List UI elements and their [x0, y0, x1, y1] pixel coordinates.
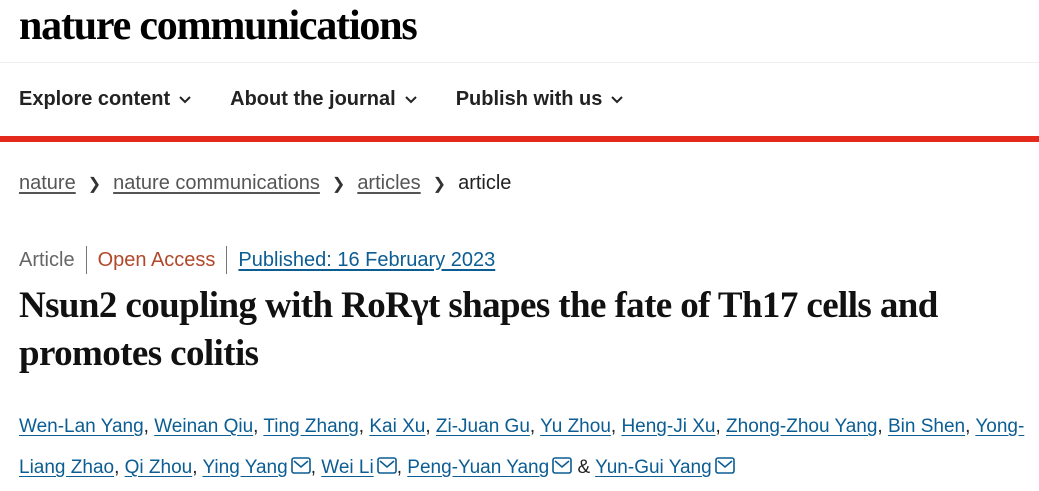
nav-label: Explore content — [19, 88, 171, 110]
breadcrumb: nature ❯ nature communications ❯ article… — [19, 172, 511, 195]
author-link[interactable]: Peng-Yuan Yang — [407, 457, 550, 478]
author-link[interactable]: Weinan Qiu — [154, 416, 254, 437]
mail-icon[interactable] — [290, 448, 311, 489]
author-link[interactable]: Heng-Ji Xu — [621, 416, 716, 437]
breadcrumb-articles[interactable]: articles — [357, 172, 421, 194]
mail-icon[interactable] — [714, 448, 735, 489]
author-link[interactable]: Yun-Gui Yang — [595, 457, 712, 478]
author-link[interactable]: Wen-Lan Yang — [19, 416, 144, 437]
chevron-down-icon — [404, 95, 417, 103]
journal-logo[interactable]: nature communications — [19, 3, 418, 49]
chevron-right-icon: ❯ — [87, 175, 102, 193]
author-link[interactable]: Ting Zhang — [263, 416, 359, 437]
article-title: Nsun2 coupling with RoRγt shapes the fat… — [19, 285, 938, 374]
open-access-badge: Open Access — [97, 248, 216, 271]
mail-icon[interactable] — [552, 448, 573, 489]
author-link[interactable]: Yu Zhou — [540, 416, 611, 437]
article-type: Article — [19, 248, 75, 271]
chevron-down-icon — [179, 95, 191, 103]
chevron-down-icon — [611, 95, 624, 103]
divider — [85, 246, 87, 274]
divider — [0, 62, 1039, 63]
breadcrumb-current: article — [458, 172, 512, 194]
author-link[interactable]: Zi-Juan Gu — [435, 416, 530, 437]
nav-label: About the journal — [230, 88, 396, 110]
divider — [226, 246, 228, 274]
author-separator: & — [577, 457, 591, 478]
published-date-link[interactable]: Published: 16 February 2023 — [238, 248, 496, 271]
breadcrumb-nature-communications[interactable]: nature communications — [113, 172, 320, 194]
author-link[interactable]: Kai Xu — [369, 416, 426, 437]
breadcrumb-nature[interactable]: nature — [19, 172, 76, 194]
nav-about-journal[interactable]: About the journal — [230, 88, 418, 111]
author-link[interactable]: Bin Shen — [887, 416, 966, 437]
author-link[interactable]: Wei Li — [321, 457, 374, 478]
mail-icon[interactable] — [376, 448, 397, 489]
author-link[interactable]: Ying Yang — [202, 457, 288, 478]
article-meta: Article Open Access Published: 16 Februa… — [19, 246, 495, 274]
accent-bar — [0, 136, 1039, 142]
main-nav: Explore content About the journal Publis… — [19, 88, 662, 111]
author-link[interactable]: Yong-Liang Zhao — [19, 416, 1025, 478]
chevron-right-icon: ❯ — [331, 175, 346, 193]
nav-label: Publish with us — [455, 88, 603, 110]
nav-explore-content[interactable]: Explore content — [19, 88, 192, 111]
author-link[interactable]: Zhong-Zhou Yang — [726, 416, 878, 437]
author-list: Wen-Lan Yang, Weinan Qiu, Ting Zhang, Ka… — [19, 406, 1029, 489]
chevron-right-icon: ❯ — [432, 175, 447, 193]
author-link[interactable]: Qi Zhou — [124, 457, 193, 478]
nav-publish[interactable]: Publish with us — [456, 88, 625, 111]
